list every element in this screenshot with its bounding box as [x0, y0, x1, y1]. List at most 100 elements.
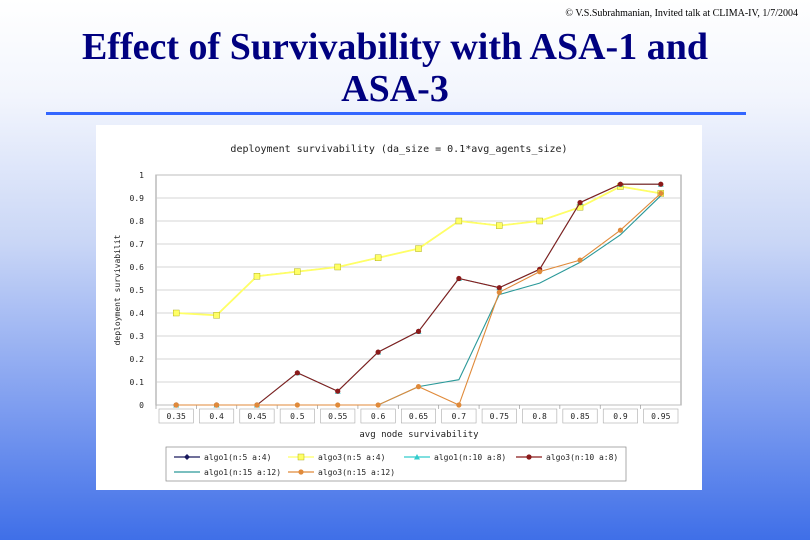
series-line [176, 192, 662, 406]
series-line [176, 183, 661, 406]
data-point [496, 222, 503, 229]
data-point [415, 245, 422, 252]
data-point [253, 272, 261, 280]
data-point [335, 402, 341, 408]
x-tick-box [158, 408, 194, 424]
x-tick-box [320, 408, 356, 424]
plot-series [172, 181, 665, 408]
data-point [658, 181, 664, 187]
x-tick-label: 0.35 [167, 412, 186, 421]
x-tick-box [401, 408, 436, 424]
data-point [294, 402, 300, 408]
grid [155, 174, 682, 409]
y-tick-label: 0.9 [130, 194, 145, 203]
series-2 [172, 183, 665, 319]
y-tick-label: 0.4 [130, 309, 145, 318]
data-point [294, 370, 300, 376]
x-tick-label: 0.95 [651, 412, 670, 421]
data-point [456, 402, 462, 408]
data-point [172, 309, 180, 317]
data-point [415, 328, 422, 334]
x-tick-label: 0.8 [532, 412, 547, 421]
y-tick-label: 0.6 [130, 263, 145, 272]
data-point [577, 200, 583, 206]
data-point [374, 254, 382, 262]
data-point [617, 181, 624, 187]
legend-item: algo3(n:15 a:12) [288, 468, 395, 477]
x-tick-box [239, 408, 275, 424]
series-5 [176, 195, 662, 406]
data-point [294, 268, 301, 275]
slide-title-line-2: ASA-3 [341, 68, 449, 110]
legend-label: algo1(n:5 a:4) [204, 453, 271, 462]
series-line [176, 195, 662, 406]
data-point [536, 217, 543, 225]
data-point [414, 454, 420, 460]
legend-label: algo3(n:15 a:12) [318, 468, 395, 477]
y-tick-label: 0.3 [130, 332, 145, 341]
legend-item: algo1(n:10 a:8) [404, 453, 506, 462]
x-tick-box [522, 408, 558, 424]
y-tick-label: 1 [139, 171, 144, 180]
x-tick-label: 0.5 [290, 412, 305, 421]
x-ticks: 0.35 0.4 0.45 0.5 0.55 0.6 0.65 0.7 0.75 0.8 0.85 0… [158, 408, 679, 424]
x-axis-label: avg node survivability [359, 430, 479, 440]
title-rule [46, 112, 746, 115]
x-tick-label: 0.65 [409, 412, 428, 421]
data-point [617, 227, 624, 233]
x-tick-box [441, 408, 477, 424]
chart-title: deployment survivability (da_size = 0.1*… [230, 144, 567, 155]
data-point [184, 454, 190, 460]
data-point [375, 402, 381, 408]
y-axis-label: deployment survivabilit [113, 234, 122, 345]
chart-panel: deployment survivability (da_size = 0.1*… [96, 125, 702, 490]
data-point [173, 402, 179, 408]
x-tick-label: 0.6 [371, 412, 386, 421]
data-point [298, 469, 304, 475]
legend-label: algo3(n:10 a:8) [546, 453, 618, 462]
data-point [456, 275, 462, 282]
y-tick-label: 0.2 [130, 355, 145, 364]
legend-item: algo3(n:10 a:8) [516, 453, 618, 462]
series-3 [173, 181, 664, 408]
data-point [537, 269, 543, 275]
data-point [375, 349, 381, 355]
y-tick-label: 0.7 [130, 240, 145, 249]
data-point [577, 257, 583, 263]
y-ticks: 0 0.1 0.2 0.3 0.4 0.5 0.6 0.7 0.8 0.9 1 [130, 171, 145, 410]
x-tick-box [279, 408, 315, 424]
y-tick-label: 0.8 [130, 217, 145, 226]
x-tick-label: 0.4 [209, 412, 224, 421]
legend-label: algo1(n:15 a:12) [204, 468, 281, 477]
data-point [213, 402, 220, 408]
legend-label: algo3(n:5 a:4) [318, 453, 385, 462]
legend-item: algo3(n:5 a:4) [288, 453, 385, 462]
data-point [455, 217, 463, 225]
slide-title: Effect of Survivability with ASA-1 and A… [40, 26, 750, 110]
legend-item: algo1(n:5 a:4) [174, 453, 271, 462]
y-tick-label: 0.5 [130, 286, 145, 295]
x-tick-box [360, 408, 396, 424]
x-tick-label: 0.85 [570, 412, 589, 421]
y-tick-label: 0.1 [130, 378, 145, 387]
data-point [254, 402, 260, 408]
copyright-note: © V.S.Subrahmanian, Invited talk at CLIM… [565, 8, 798, 19]
x-tick-box [199, 408, 235, 424]
legend-label: algo1(n:10 a:8) [434, 453, 506, 462]
x-tick-label: 0.75 [490, 412, 509, 421]
x-tick-box [643, 408, 679, 424]
data-point [526, 454, 532, 460]
y-tick-label: 0 [139, 401, 144, 410]
data-point [213, 312, 220, 319]
x-tick-label: 0.55 [328, 412, 347, 421]
slide-title-line-1: Effect of Survivability with ASA-1 and [82, 26, 708, 68]
data-point [335, 388, 341, 394]
x-tick-box [602, 408, 638, 424]
data-point [297, 453, 305, 461]
data-point [415, 384, 422, 390]
data-point [496, 285, 502, 291]
x-tick-box [562, 408, 598, 424]
x-tick-label: 0.7 [452, 412, 467, 421]
series-4 [173, 181, 664, 408]
legend-item: algo1(n:15 a:12) [174, 468, 281, 477]
